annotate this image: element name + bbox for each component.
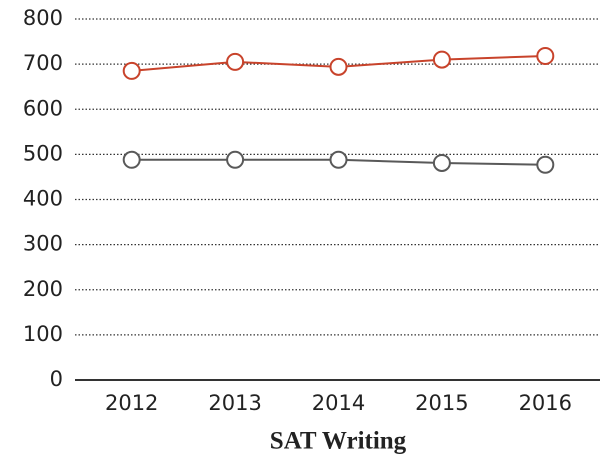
marker [122,61,141,80]
chart-title: SAT Writing [270,428,407,455]
marker [536,47,555,66]
marker [329,150,348,169]
y-tick-label: 800 [23,6,63,30]
y-tick-label: 600 [23,96,63,120]
x-tick-label: 2016 [519,391,572,415]
marker [536,155,555,174]
x-tick-label: 2012 [105,391,158,415]
marker [432,50,451,69]
y-tick-label: 300 [23,232,63,256]
marker [432,153,451,172]
y-tick-label: 500 [23,141,63,165]
marker [329,57,348,76]
x-tick-label: 2015 [415,391,468,415]
marker [122,150,141,169]
y-tick-label: 200 [23,277,63,301]
y-tick-label: 0 [50,367,63,391]
x-tick-label: 2013 [208,391,261,415]
y-tick-label: 700 [23,51,63,75]
y-tick-label: 100 [23,322,63,346]
marker [226,52,245,71]
x-tick-label: 2014 [312,391,365,415]
y-tick-label: 400 [23,187,63,211]
marker [226,150,245,169]
